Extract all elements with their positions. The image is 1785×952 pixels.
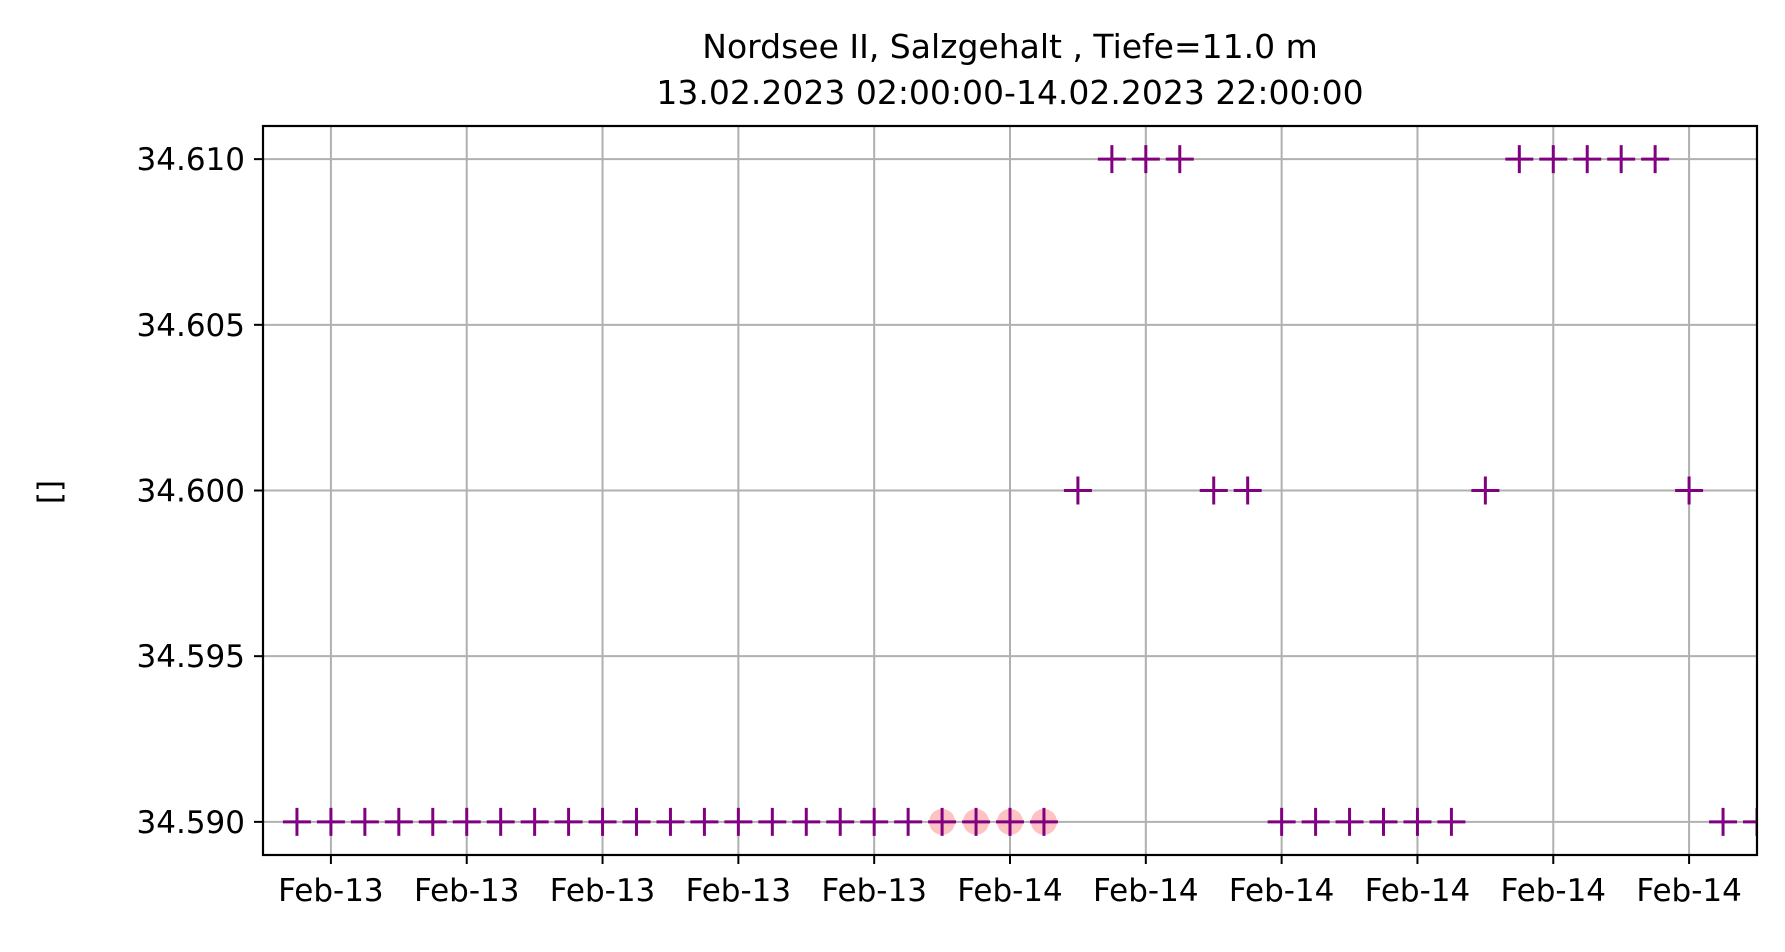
data-point [588,807,617,836]
x-tick-label: Feb-14 [1093,873,1199,909]
data-point [1029,807,1058,836]
x-tick-label: Feb-14 [1365,873,1471,909]
data-point [622,807,651,836]
data-point [1199,476,1228,505]
chart-subtitle: 13.02.2023 02:00:00-14.02.2023 22:00:00 [656,73,1363,112]
data-points [282,145,1757,836]
data-point [1437,807,1466,836]
data-point [826,807,855,836]
data-point [656,807,685,836]
y-tick-label: 34.590 [137,805,245,841]
y-tick-label: 34.605 [137,308,245,344]
data-point [1403,807,1432,836]
x-tick-label: Feb-13 [414,873,520,909]
y-axis-label: [] [32,480,68,504]
data-point [860,807,889,836]
data-point [1131,145,1160,174]
data-point [1301,807,1330,836]
x-tick-label: Feb-13 [550,873,656,909]
x-tick-label: Feb-13 [686,873,792,909]
data-point [350,807,379,836]
y-tick-label: 34.610 [137,142,245,178]
data-point [1607,145,1636,174]
data-point [962,807,991,836]
data-point [1267,807,1296,836]
data-point [1573,145,1602,174]
data-point [1505,145,1534,174]
y-tick-label: 34.595 [137,639,245,675]
data-point [1471,476,1500,505]
x-tick-label: Feb-14 [1636,873,1742,909]
data-point [1063,476,1092,505]
data-point [554,807,583,836]
data-point [282,807,311,836]
tick-labels: Feb-13 Feb-13 Feb-13 Feb-13 Feb-13 Feb-14 Feb-… [137,142,1742,909]
x-tick-label: Feb-14 [1229,873,1335,909]
data-point [452,807,481,836]
data-point [1335,807,1364,836]
data-point [1743,807,1757,836]
x-tick-label: Feb-13 [278,873,384,909]
data-point [894,807,923,836]
data-point [1709,807,1738,836]
x-tick-label: Feb-13 [821,873,927,909]
data-point [996,807,1024,836]
data-point [418,807,447,836]
data-point [1539,145,1568,174]
data-point [1165,145,1194,174]
x-tick-label: Feb-14 [1501,873,1607,909]
data-point [758,807,787,836]
data-point [486,807,515,836]
data-point [1097,145,1126,174]
data-point [792,807,821,836]
data-point [1675,476,1704,505]
data-point [724,807,753,836]
data-point [520,807,549,836]
y-tick-label: 34.600 [137,474,245,510]
data-point [1233,476,1262,505]
data-point [928,807,957,836]
data-point [1369,807,1398,836]
x-tick-label: Feb-14 [957,873,1063,909]
data-point [316,807,345,836]
data-point [1641,145,1670,174]
chart-title: Nordsee II, Salzgehalt , Tiefe=11.0 m [702,27,1317,66]
data-point [690,807,719,836]
data-point [384,807,413,836]
